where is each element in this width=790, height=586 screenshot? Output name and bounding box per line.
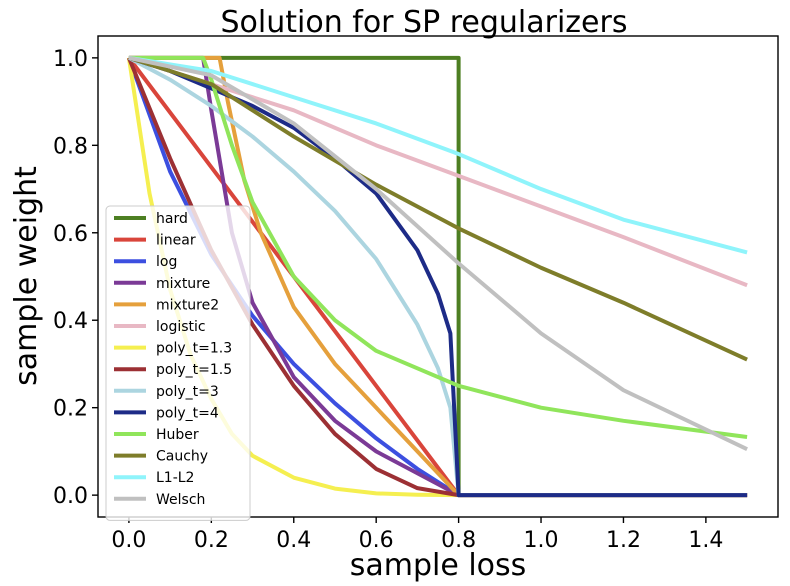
x-tick-label: 1.2	[606, 528, 641, 553]
legend-label-hard: hard	[156, 211, 188, 227]
x-tick-label: 1.0	[524, 528, 559, 553]
legend-label-mixture: mixture	[156, 276, 210, 292]
series-line-logistic	[128, 55, 748, 288]
x-axis-ticks: 0.0 0.2 0.4 0.6 0.8 1.0 1.2 1.4	[111, 517, 723, 553]
x-tick-label: 0.8	[441, 528, 476, 553]
legend-label-poly-t-3: poly_t=3	[156, 384, 219, 400]
plot-area-frame	[97, 35, 779, 518]
legend-label-cauchy: Cauchy	[156, 449, 208, 465]
y-tick-label: 0.0	[53, 484, 88, 509]
series-line-cauchy	[128, 55, 748, 362]
legend-label-log: log	[156, 254, 177, 270]
chart-title: Solution for SP regularizers	[221, 5, 628, 40]
series-line-welsch	[128, 55, 748, 452]
x-tick-label: 0.6	[359, 528, 394, 553]
legend-label-huber: Huber	[156, 427, 199, 443]
legend-label-poly-t-4: poly_t=4	[156, 405, 219, 421]
legend-label-linear: linear	[156, 233, 196, 249]
x-axis-label: sample loss	[350, 548, 527, 583]
series-lines	[126, 55, 748, 498]
legend-label-poly-t-1-5: poly_t=1.5	[156, 362, 232, 378]
legend-label-poly-t-1-3: poly_t=1.3	[156, 341, 232, 357]
series-line-poly-t-1-5	[127, 57, 748, 498]
legend-label-welsch: Welsch	[156, 492, 205, 508]
y-axis-label: sample weight	[9, 166, 44, 386]
x-tick-label: 0.2	[194, 528, 229, 553]
series-line-mixture	[128, 55, 748, 498]
legend-label-l1-l2: L1-L2	[156, 470, 194, 486]
y-tick-label: 0.6	[53, 222, 88, 247]
series-line-l1-l2	[128, 55, 748, 255]
x-tick-label: 0.0	[111, 528, 146, 553]
series-line-poly-t-3	[127, 56, 748, 498]
legend: hard linear log mixture mixture2 logistic poly…	[105, 205, 251, 521]
y-axis-ticks: 0.0 0.2 0.4 0.6 0.8 1.0	[53, 47, 98, 509]
legend-label-mixture2: mixture2	[156, 297, 219, 313]
y-tick-label: 0.4	[53, 309, 88, 334]
y-tick-label: 0.2	[53, 397, 88, 422]
x-tick-label: 1.4	[688, 528, 723, 553]
y-tick-label: 1.0	[53, 47, 88, 72]
y-tick-label: 0.8	[53, 134, 88, 159]
x-tick-label: 0.4	[276, 528, 311, 553]
legend-label-logistic: logistic	[156, 319, 206, 335]
series-line-poly-t-4	[128, 55, 748, 498]
